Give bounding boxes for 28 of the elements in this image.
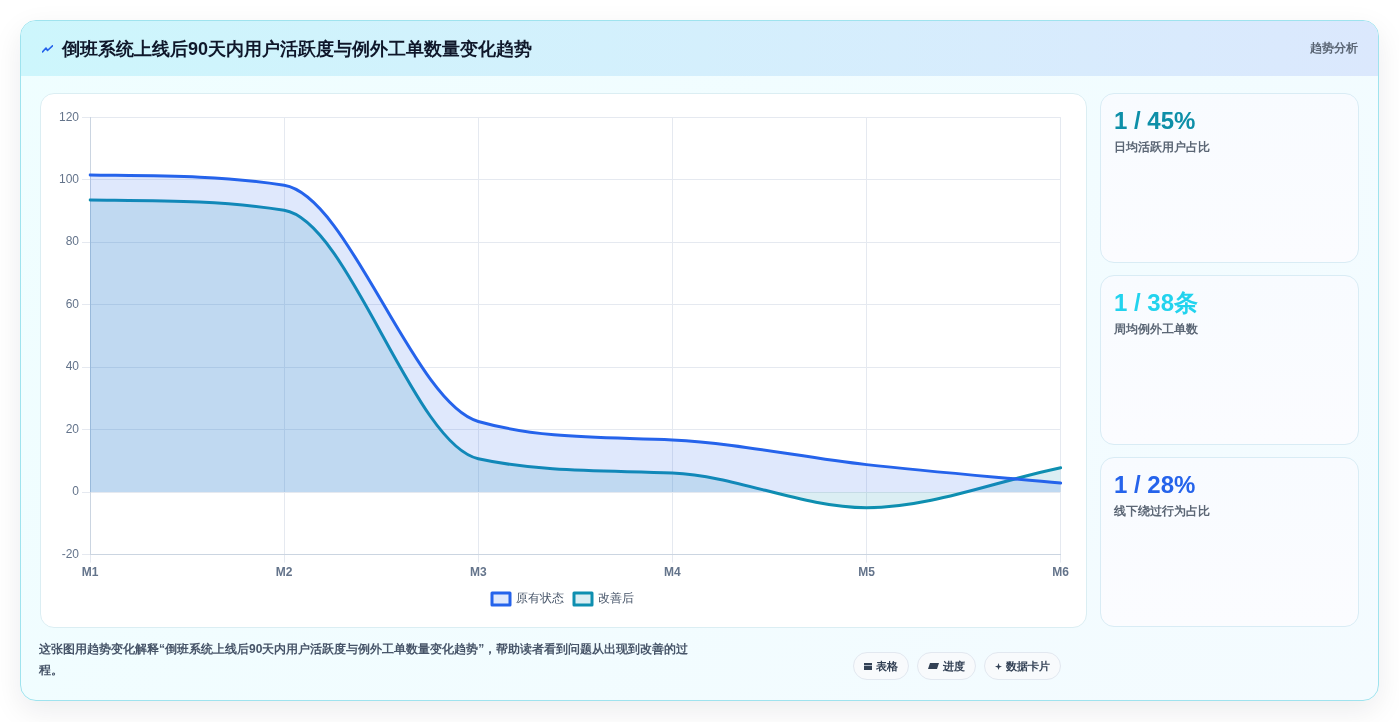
- chart-title: 倒班系统上线后90天内用户活跃度与例外工单数量变化趋势: [62, 37, 533, 61]
- y-tick-label: 60: [65, 296, 80, 311]
- text: 周均例外工单数: [1114, 322, 1198, 336]
- x-tick-label: M5: [858, 565, 876, 580]
- text: 1 / 38条: [1114, 289, 1199, 316]
- y-tick-label: 80: [65, 234, 80, 249]
- x-tick-label: M6: [1052, 565, 1070, 580]
- y-tick-label: 0: [72, 484, 80, 499]
- y-tick-label: 100: [58, 172, 80, 186]
- y-tick-label: 120: [58, 109, 80, 124]
- text: 1 / 28%: [1114, 471, 1196, 498]
- text: 进度: [943, 658, 965, 674]
- y-tick-label: 40: [65, 359, 80, 374]
- text: 1 / 45%: [1114, 107, 1196, 134]
- x-tick-label: M3: [469, 565, 487, 580]
- text: 日均活跃用户占比: [1114, 140, 1210, 154]
- legend-label: 改善后: [598, 591, 634, 606]
- legend-label: 原有状态: [516, 591, 564, 606]
- x-tick-label: M1: [81, 565, 99, 580]
- y-tick-label: -20: [61, 546, 80, 561]
- y-tick-label: 20: [65, 421, 80, 436]
- text: 线下绕过行为占比: [1114, 504, 1210, 518]
- text: 数据卡片: [1006, 658, 1050, 674]
- text: 趋势分析: [1310, 40, 1358, 57]
- x-tick-label: M4: [664, 565, 682, 580]
- text: 这张图用趋势变化解释“倒班系统上线后90天内用户活跃度与例外工单数量变化趋势”，帮助读者看到问题从出现到改善的过程。: [39, 642, 689, 677]
- text: 表格: [876, 658, 898, 674]
- x-tick-label: M2: [275, 565, 293, 580]
